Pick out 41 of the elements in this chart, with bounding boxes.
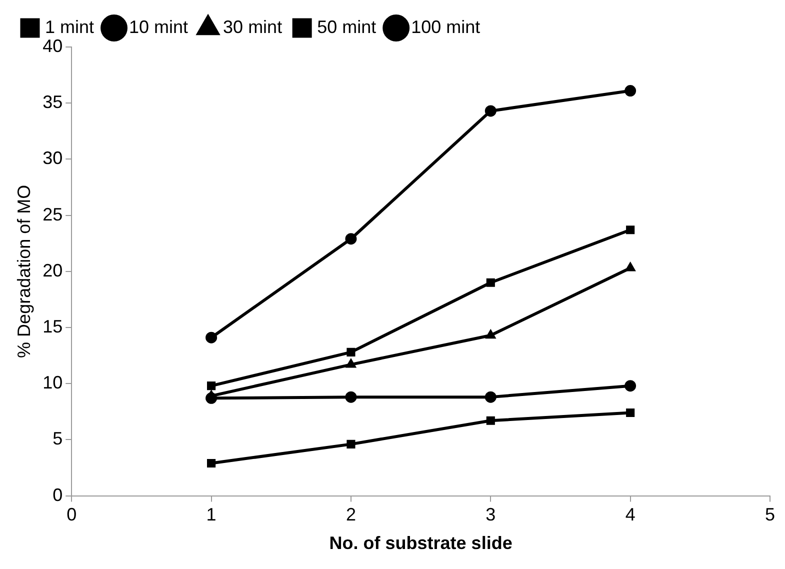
y-tick-label: 35 <box>42 92 63 112</box>
legend-label: 10 mint <box>129 16 188 37</box>
y-tick-label: 30 <box>42 148 63 168</box>
point <box>207 458 216 468</box>
point <box>206 332 218 344</box>
y-tick-label: 40 <box>42 36 63 56</box>
x-tick-label: 1 <box>206 504 216 525</box>
x-axis-title: No. of substrate slide <box>329 533 512 554</box>
point <box>626 408 635 418</box>
point <box>484 105 496 117</box>
y-tick-label: 10 <box>42 372 63 393</box>
y-axis-title: % Degradation of MO <box>14 184 34 358</box>
point <box>486 278 495 287</box>
point <box>624 85 636 97</box>
x-tick-label: 0 <box>66 504 77 525</box>
point <box>624 380 636 392</box>
point <box>207 382 216 390</box>
y-tick-label: 0 <box>52 484 63 505</box>
y-tick-label: 20 <box>42 260 63 280</box>
point <box>346 440 356 448</box>
x-tick-label: 5 <box>764 504 776 525</box>
y-tick-label: 5 <box>52 428 63 449</box>
y-tick-label: 15 <box>42 316 63 336</box>
point <box>625 262 636 272</box>
x-tick-label: 4 <box>625 504 636 525</box>
point <box>626 226 635 234</box>
point <box>486 330 496 339</box>
x-tick-label: 2 <box>346 504 356 525</box>
point <box>346 358 356 368</box>
point <box>484 391 496 403</box>
point <box>345 233 357 245</box>
legend-label: 50 mint <box>317 16 376 37</box>
point <box>346 348 356 356</box>
point <box>345 391 357 403</box>
legend-label: 100 mint <box>411 16 480 37</box>
point <box>486 416 495 425</box>
point <box>206 392 218 404</box>
legend-label: 30 mint <box>223 16 282 37</box>
legend-label: 1 mint <box>45 16 94 37</box>
x-tick-label: 3 <box>486 504 496 525</box>
y-tick-label: 25 <box>42 204 63 224</box>
